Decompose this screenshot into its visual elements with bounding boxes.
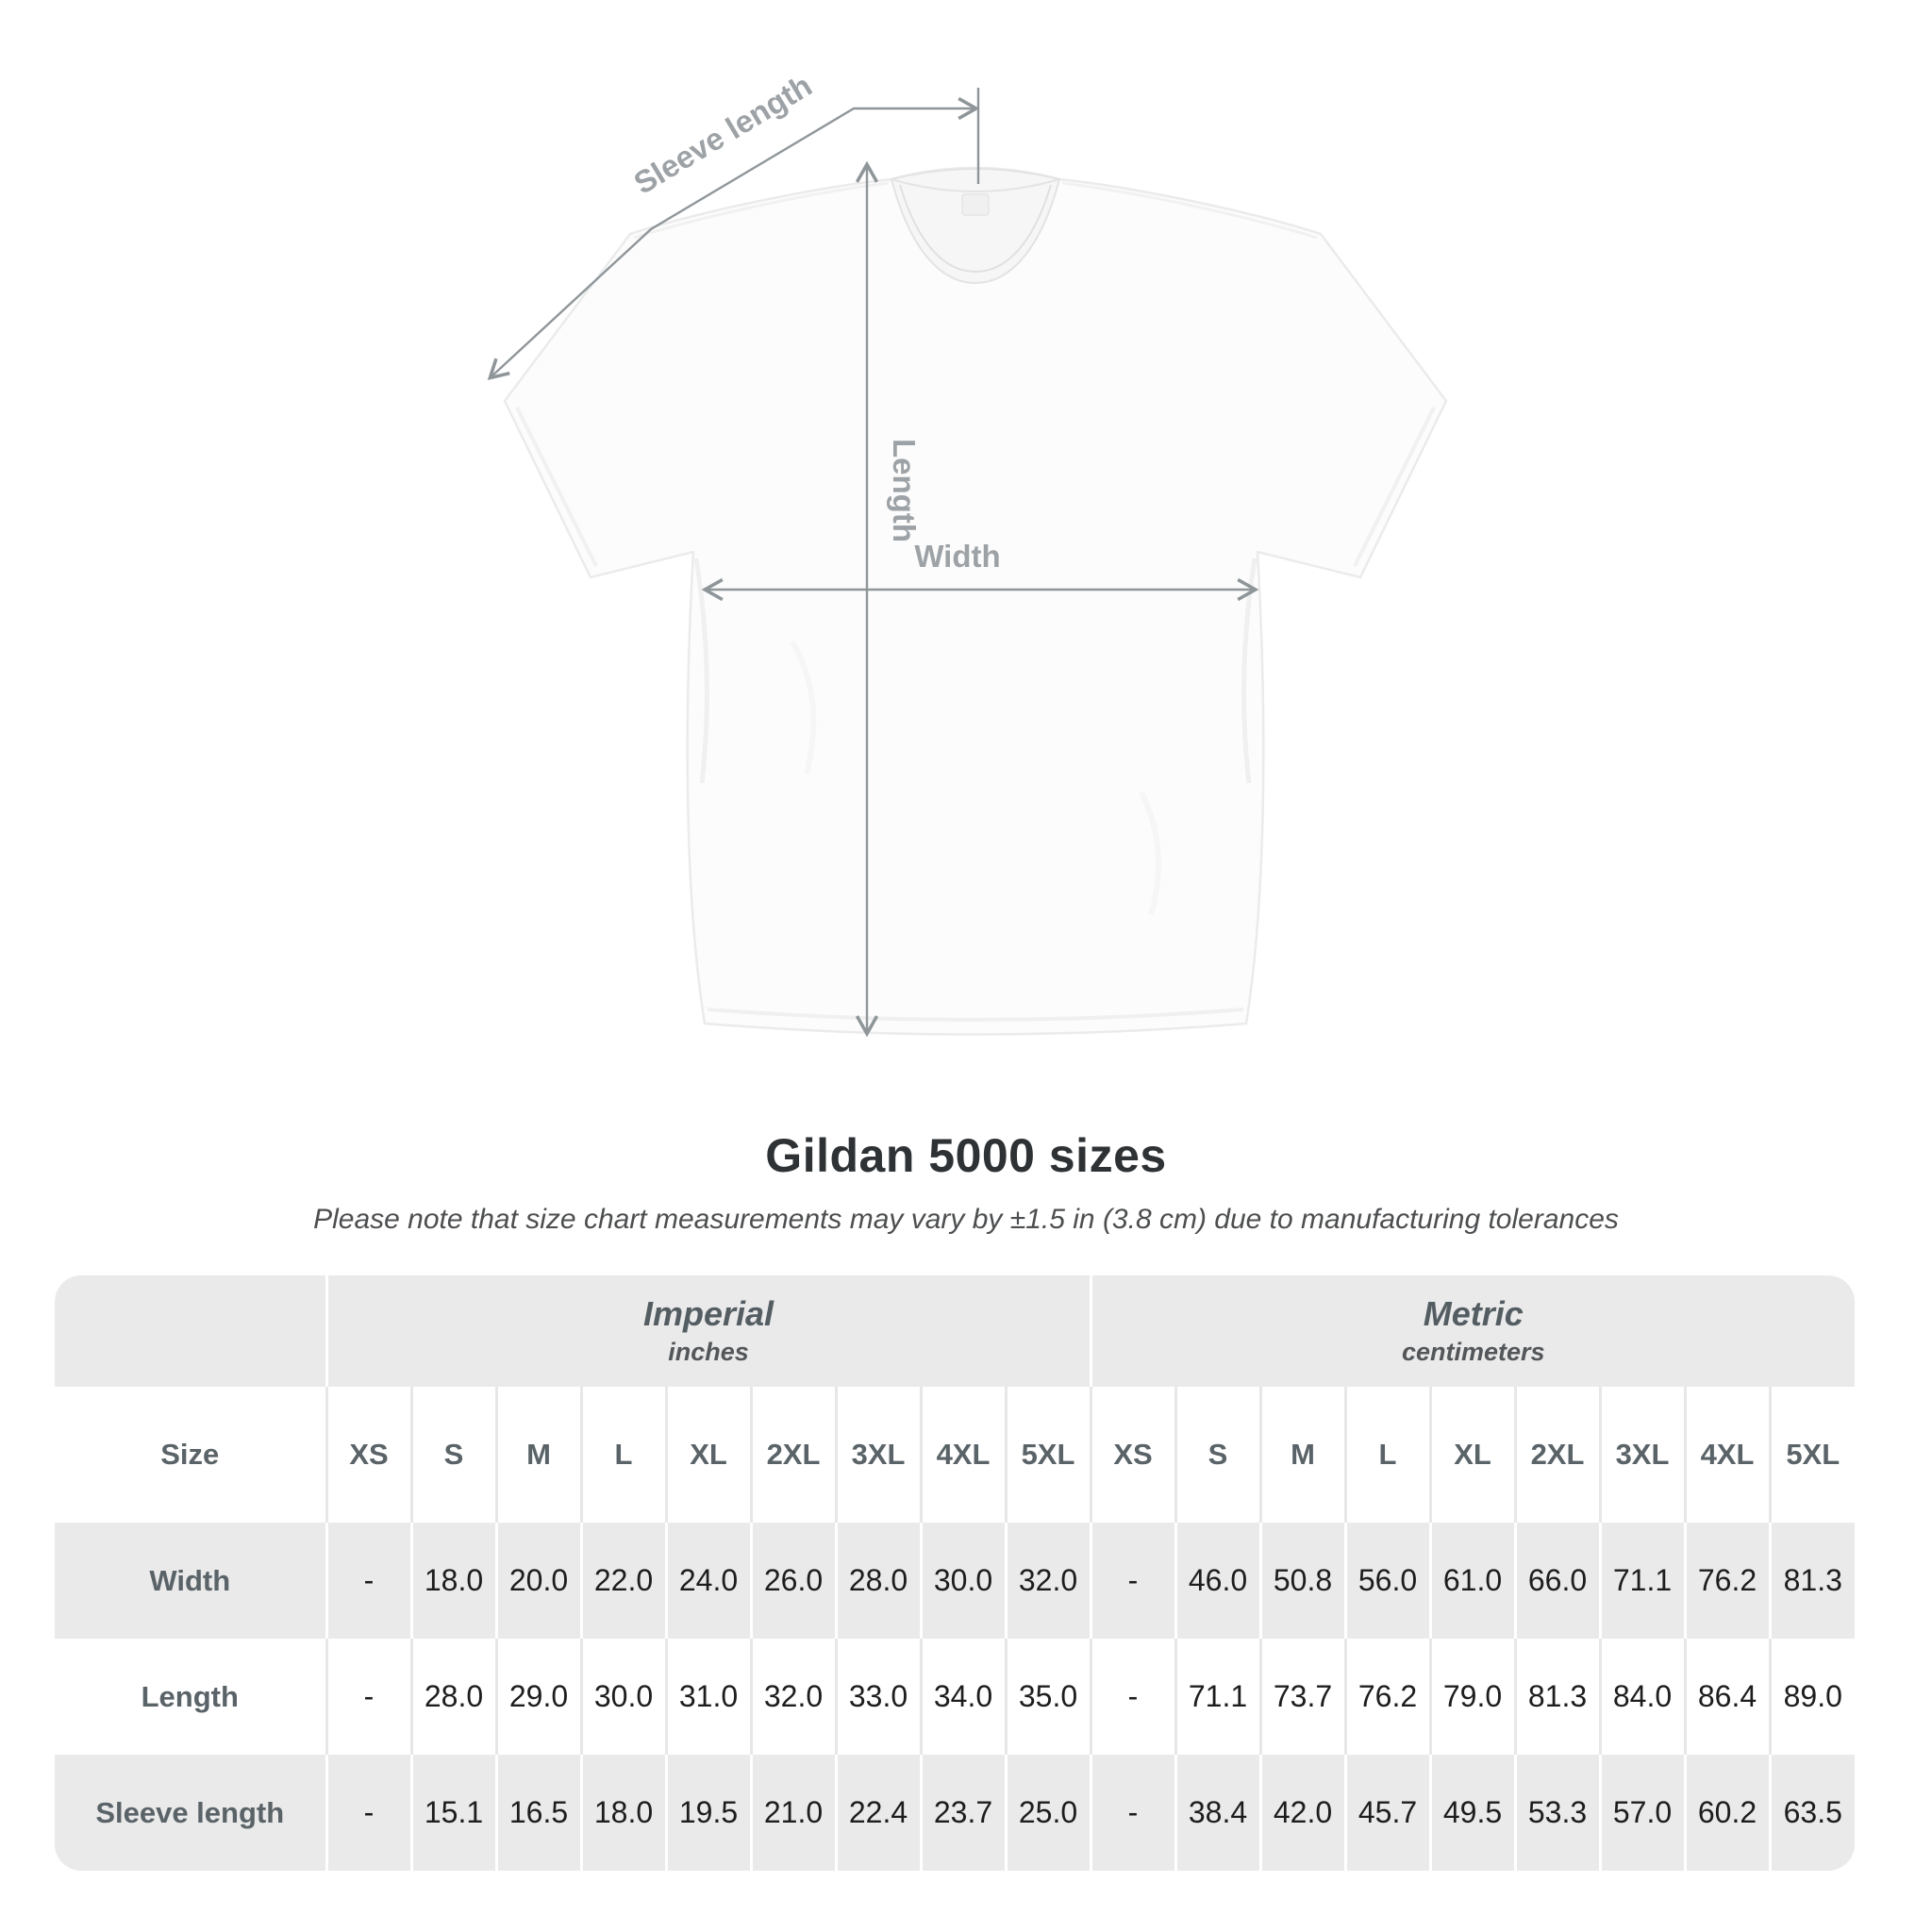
- measurement-cell: 61.0: [1428, 1523, 1515, 1639]
- measurement-cell: 28.0: [409, 1639, 496, 1755]
- measure-rows: Width -18.0 20.0 22.0 24.0 26.0 28.0 30.0 32.0-4…: [55, 1523, 1855, 1871]
- measurement-cell: 38.4: [1174, 1755, 1260, 1871]
- measurement-cell: 76.2: [1683, 1523, 1770, 1639]
- size-column-header: 3XL: [1598, 1387, 1685, 1523]
- measurement-cell: 84.0: [1598, 1639, 1685, 1755]
- measurement-cell: 81.3: [1513, 1639, 1600, 1755]
- size-column-header: 3XL: [834, 1387, 921, 1523]
- metric-name: Metric: [1423, 1294, 1524, 1333]
- measurement-cell: 60.2: [1683, 1755, 1770, 1871]
- measurement-cell: 79.0: [1428, 1639, 1515, 1755]
- measurement-cell: 15.1: [409, 1755, 496, 1871]
- metric-header: Metric centimeters: [1089, 1275, 1855, 1387]
- measurement-cell: -: [1089, 1523, 1175, 1639]
- sleeve-length-arrow: [487, 96, 980, 381]
- measurement-cell: -: [325, 1523, 411, 1639]
- tolerance-note: Please note that size chart measurements…: [313, 1204, 1619, 1235]
- measurement-cell: 22.4: [834, 1755, 921, 1871]
- measurement-cell: 30.0: [919, 1523, 1006, 1639]
- imperial-header: Imperial inches: [325, 1275, 1091, 1387]
- table-row: Length -28.0 29.0 30.0 31.0 32.0 33.0 34.0 35.0-…: [55, 1639, 1855, 1755]
- measurement-cell: 63.5: [1768, 1755, 1855, 1871]
- imperial-unit: inches: [668, 1338, 749, 1366]
- size-column-header: XS: [1089, 1387, 1175, 1523]
- measurement-cell: 71.1: [1598, 1523, 1685, 1639]
- measurement-cell: 34.0: [919, 1639, 1006, 1755]
- size-chart-table: Imperial inches Metric centimeters Size …: [55, 1275, 1855, 1871]
- measurement-cell: 16.5: [494, 1755, 581, 1871]
- size-col-header: Size: [160, 1438, 220, 1471]
- measurement-cell: -: [325, 1639, 411, 1755]
- size-column-header: 5XL: [1768, 1387, 1855, 1523]
- size-column-header: 4XL: [1683, 1387, 1770, 1523]
- measurement-cell: 24.0: [664, 1523, 751, 1639]
- measurement-cell: -: [1089, 1639, 1175, 1755]
- measurement-cell: -: [325, 1755, 411, 1871]
- measurement-cell: 31.0: [664, 1639, 751, 1755]
- row-label: Width: [149, 1563, 231, 1597]
- size-column-header: XS: [325, 1387, 411, 1523]
- size-column-header: 2XL: [1513, 1387, 1600, 1523]
- measurement-cell: 25.0: [1004, 1755, 1091, 1871]
- measurement-cell: 33.0: [834, 1639, 921, 1755]
- measurement-cell: 49.5: [1428, 1755, 1515, 1871]
- measurement-cell: 18.0: [409, 1523, 496, 1639]
- measurement-cell: 19.5: [664, 1755, 751, 1871]
- measurement-cell: 21.0: [749, 1755, 836, 1871]
- measurement-cell: 81.3: [1768, 1523, 1855, 1639]
- measurement-cell: 50.8: [1258, 1523, 1345, 1639]
- sleeve-length-label: Sleeve length: [627, 67, 817, 200]
- measurement-cell: 29.0: [494, 1639, 581, 1755]
- page-title: Gildan 5000 sizes: [765, 1129, 1167, 1182]
- size-column-header: 2XL: [749, 1387, 836, 1523]
- measurement-cell: -: [1089, 1755, 1175, 1871]
- measurement-cell: 53.3: [1513, 1755, 1600, 1871]
- measurement-cell: 86.4: [1683, 1639, 1770, 1755]
- imperial-name: Imperial: [642, 1294, 774, 1333]
- measurement-cell: 45.7: [1343, 1755, 1430, 1871]
- row-label: Length: [141, 1679, 239, 1713]
- measurement-cell: 20.0: [494, 1523, 581, 1639]
- size-column-header: M: [494, 1387, 581, 1523]
- measurement-cell: 89.0: [1768, 1639, 1855, 1755]
- measurement-cell: 35.0: [1004, 1639, 1091, 1755]
- unit-header-row: Imperial inches Metric centimeters: [55, 1275, 1855, 1387]
- width-label: Width: [914, 539, 1000, 574]
- measurement-cell: 28.0: [834, 1523, 921, 1639]
- row-label: Sleeve length: [95, 1795, 285, 1829]
- size-column-header: XL: [1428, 1387, 1515, 1523]
- measurement-cell: 71.1: [1174, 1639, 1260, 1755]
- measurement-cell: 30.0: [579, 1639, 666, 1755]
- sizes-row: Size XS S M L XL 2XL 3XL 4XL 5XL XS S M L XL 2XL 3XL 4XL…: [55, 1387, 1855, 1523]
- measurement-cell: 18.0: [579, 1755, 666, 1871]
- measurement-cell: 57.0: [1598, 1755, 1685, 1871]
- metric-unit: centimeters: [1401, 1338, 1545, 1366]
- table-row: Sleeve length -15.1 16.5 18.0 19.5 21.0 22.4 23…: [55, 1755, 1855, 1871]
- table-row: Width -18.0 20.0 22.0 24.0 26.0 28.0 30.0 32.0-4…: [55, 1523, 1855, 1639]
- tshirt-measurement-diagram: Sleeve length Length Width: [487, 67, 1448, 1038]
- size-column-header: M: [1258, 1387, 1345, 1523]
- measurement-cell: 32.0: [1004, 1523, 1091, 1639]
- neck-tag: [961, 193, 990, 216]
- size-column-header: S: [409, 1387, 496, 1523]
- size-column-header: 5XL: [1004, 1387, 1091, 1523]
- measurement-cell: 23.7: [919, 1755, 1006, 1871]
- tshirt-graphic: [503, 166, 1448, 1036]
- measurement-cell: 76.2: [1343, 1639, 1430, 1755]
- measurement-cell: 26.0: [749, 1523, 836, 1639]
- measurement-cell: 56.0: [1343, 1523, 1430, 1639]
- length-label: Length: [887, 439, 922, 542]
- size-column-header: XL: [664, 1387, 751, 1523]
- measurement-cell: 42.0: [1258, 1755, 1345, 1871]
- measurement-cell: 22.0: [579, 1523, 666, 1639]
- measurement-cell: 73.7: [1258, 1639, 1345, 1755]
- size-column-header: L: [1343, 1387, 1430, 1523]
- measurement-cell: 32.0: [749, 1639, 836, 1755]
- measurement-cell: 46.0: [1174, 1523, 1260, 1639]
- measurement-cell: 66.0: [1513, 1523, 1600, 1639]
- size-column-header: 4XL: [919, 1387, 1006, 1523]
- unit-header-spacer: [55, 1275, 326, 1387]
- size-column-header: L: [579, 1387, 666, 1523]
- size-column-header: S: [1174, 1387, 1260, 1523]
